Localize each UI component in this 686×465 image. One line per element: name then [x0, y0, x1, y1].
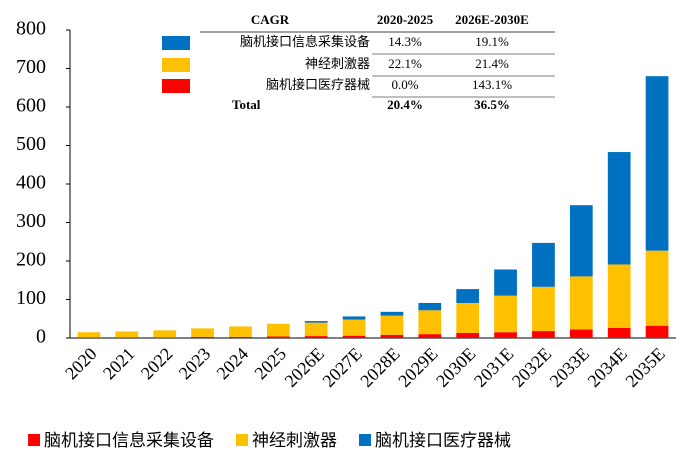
- bar-segment: [380, 334, 404, 338]
- table-cell: 神经刺激器: [305, 56, 370, 71]
- bar-segment: [153, 330, 177, 338]
- bar-segment: [380, 315, 404, 335]
- bar-segment: [229, 326, 252, 337]
- x-tick-label: 2023: [175, 344, 215, 384]
- table-header: 2026E-2030E: [455, 12, 529, 27]
- bar-segment: [569, 276, 593, 330]
- bar-segment: [191, 328, 214, 337]
- y-tick-label: 200: [16, 249, 46, 271]
- x-tick-label: 2035E: [621, 344, 668, 391]
- y-tick-label: 400: [16, 172, 46, 194]
- bar-segment: [77, 332, 101, 338]
- table-cell: 脑机接口医疗器械: [266, 77, 370, 92]
- y-tick-label: 800: [16, 18, 46, 40]
- y-tick-label: 600: [16, 95, 46, 117]
- legend-label: 神经刺激器: [252, 431, 337, 451]
- bar-segment: [304, 321, 328, 323]
- x-tick-label: 2022: [137, 344, 177, 384]
- bar-segment: [77, 337, 101, 338]
- bar-segment: [607, 264, 631, 328]
- bar-segment: [153, 337, 177, 338]
- bar-segment: [266, 336, 290, 338]
- y-tick-label: 700: [16, 56, 46, 78]
- bar-segment: [304, 336, 328, 338]
- x-tick-label: 2026E: [281, 344, 328, 391]
- table-cell: 22.1%: [388, 56, 422, 71]
- table-swatch: [162, 58, 190, 72]
- bar-segment: [191, 336, 214, 338]
- table-swatch: [162, 36, 190, 50]
- table-cell: 21.4%: [475, 56, 509, 71]
- legend-label: 脑机接口医疗器械: [375, 431, 511, 451]
- bar-segment: [645, 250, 669, 326]
- bar-segment: [607, 152, 631, 265]
- bar-segment: [266, 323, 290, 337]
- bar-segment: [569, 329, 593, 338]
- bar-segment: [494, 269, 517, 296]
- bar-segment: [418, 310, 442, 335]
- bar-segment: [418, 334, 442, 338]
- x-tick-label: 2032E: [508, 344, 555, 391]
- bar-segment: [569, 205, 593, 277]
- bar-segment: [456, 289, 480, 303]
- table-cell: 0.0%: [391, 77, 418, 92]
- legend-label: 脑机接口信息采集设备: [44, 431, 214, 451]
- x-tick-label: 2027E: [318, 344, 365, 391]
- table-header: 2020-2025: [377, 12, 434, 27]
- bar-segment: [342, 319, 366, 336]
- bar-segment: [532, 286, 555, 332]
- table-cell: 脑机接口信息采集设备: [240, 34, 370, 49]
- table-cell: 143.1%: [472, 77, 512, 92]
- table-cell: 19.1%: [475, 34, 509, 49]
- bar-segment: [456, 332, 480, 338]
- x-tick-label: 2031E: [470, 344, 517, 391]
- y-tick-label: 100: [16, 287, 46, 309]
- y-tick-label: 300: [16, 210, 46, 232]
- x-tick-label: 2024: [213, 344, 253, 384]
- bar-segment: [380, 311, 404, 316]
- y-tick-label: 500: [16, 133, 46, 155]
- bar-segment: [304, 322, 328, 337]
- bar-segment: [342, 316, 366, 320]
- table-header: CAGR: [251, 12, 290, 27]
- x-tick-label: 2030E: [432, 344, 479, 391]
- x-tick-label: 2028E: [356, 344, 403, 391]
- bar-segment: [342, 335, 366, 338]
- bar-segment: [115, 337, 139, 338]
- legend-swatch: [28, 434, 40, 446]
- table-swatch: [162, 79, 190, 93]
- bar-segment: [418, 302, 442, 311]
- bar-segment: [645, 76, 669, 251]
- bar-segment: [532, 331, 555, 338]
- legend-swatch: [359, 434, 371, 446]
- bar-segment: [494, 295, 517, 333]
- bar-segment: [532, 242, 555, 287]
- x-tick-label: 2029E: [394, 344, 441, 391]
- y-tick-label: 0: [36, 326, 46, 348]
- x-tick-label: 2033E: [546, 344, 593, 391]
- table-cell: 14.3%: [388, 34, 422, 49]
- table-cell: 36.5%: [474, 97, 510, 112]
- x-tick-label: 2020: [61, 344, 101, 384]
- bar-segment: [607, 327, 631, 338]
- bar-segment: [456, 302, 480, 333]
- table-cell: Total: [232, 97, 261, 112]
- bar-segment: [494, 332, 517, 338]
- legend-swatch: [236, 434, 248, 446]
- table-cell: 20.4%: [387, 97, 423, 112]
- bar-segment: [645, 325, 669, 338]
- x-tick-label: 2034E: [584, 344, 631, 391]
- x-tick-label: 2021: [99, 344, 139, 384]
- bar-segment: [229, 336, 252, 338]
- bar-segment: [115, 331, 139, 338]
